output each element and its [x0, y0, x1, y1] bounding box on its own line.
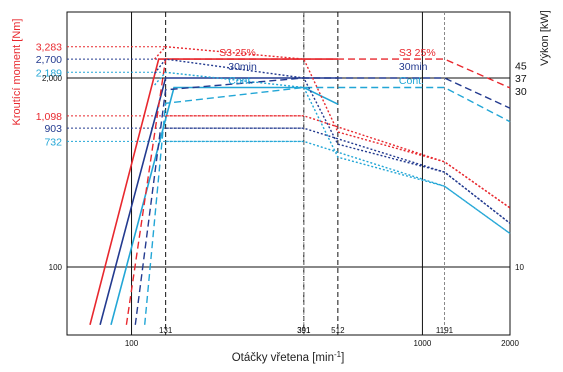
x-axis-label: Otáčky vřetena [min-1] — [232, 350, 345, 364]
torque-label: 2,189 — [36, 67, 62, 79]
series-annotation: Cont. — [399, 75, 424, 87]
x-marker-label: 131 — [159, 326, 173, 335]
x-tick-label: 1000 — [414, 339, 432, 348]
series-line-dotted — [165, 140, 511, 235]
y-axis-label-right: Výkon [kW] — [539, 10, 551, 66]
x-tick-label: 2000 — [501, 339, 519, 348]
power-label: 37 — [515, 73, 527, 85]
series-line-solid — [110, 86, 339, 326]
torque-label: 2,700 — [36, 54, 62, 66]
series-line-dashed — [134, 77, 511, 325]
series-line-dashed — [125, 58, 511, 325]
x-marker-label: 391 — [297, 326, 311, 335]
torque-label: 732 — [44, 136, 62, 148]
y-axis-label-left: Kroutící moment [Nm] — [11, 19, 23, 126]
torque-label: 3,283 — [36, 42, 62, 54]
power-label: 30 — [515, 86, 527, 98]
series-line-dashed — [144, 86, 511, 325]
x-marker-label: 391 — [297, 326, 311, 335]
series-annotation: S3 25% — [399, 47, 436, 59]
series-layer — [67, 45, 511, 326]
series-annotation: Cont. — [228, 75, 253, 87]
series-annotation: 30min — [399, 61, 428, 73]
series-line-solid — [99, 77, 338, 326]
x-marker-label: 512 — [331, 326, 345, 335]
y-tick-label-left: 2,000 — [42, 74, 63, 83]
grid-layer — [66, 11, 511, 336]
series-annotation: S3 25% — [219, 47, 256, 59]
series-line-dotted — [154, 45, 511, 209]
series-line-solid — [89, 58, 338, 326]
y-tick-label-left: 100 — [49, 263, 63, 272]
torque-label: 1,098 — [36, 111, 62, 123]
series-annotation: 30min — [228, 61, 257, 73]
x-tick-label: 100 — [125, 339, 139, 348]
series-line-dotted — [165, 127, 511, 224]
series-line-dotted — [165, 115, 511, 209]
series-line-dotted — [154, 71, 511, 235]
series-line-dotted — [154, 58, 511, 224]
power-label: 45 — [515, 61, 527, 73]
x-marker-label: 1191 — [436, 326, 454, 335]
y-tick-label-right: 10 — [515, 263, 524, 272]
plot-frame — [66, 11, 511, 336]
torque-label: 903 — [44, 123, 62, 135]
